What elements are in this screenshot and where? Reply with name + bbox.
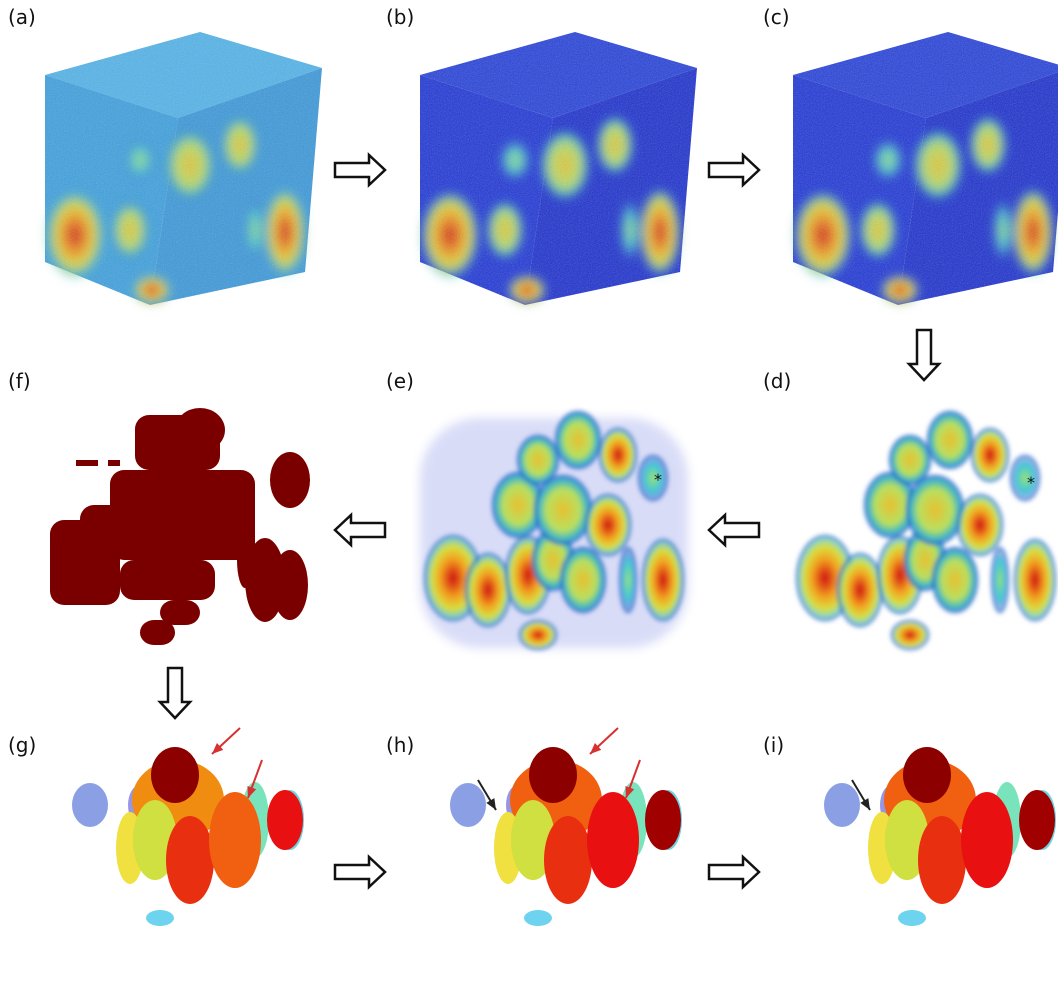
flow-arrow xyxy=(709,515,759,545)
cell xyxy=(561,548,605,612)
flow-arrow xyxy=(335,857,385,887)
segment xyxy=(898,910,926,926)
mask-region xyxy=(140,620,175,645)
mask-region xyxy=(237,532,253,588)
cell xyxy=(620,548,636,612)
cell xyxy=(556,412,600,468)
segment xyxy=(524,910,552,926)
mask-region xyxy=(272,550,308,620)
mask-region xyxy=(80,505,140,540)
flow-arrow xyxy=(335,515,385,545)
segment xyxy=(645,790,681,850)
pointer-head xyxy=(860,798,870,810)
segment xyxy=(72,783,108,827)
panels: (a) (b) (c) (d) (e) (f) (g) (h) (i) * * xyxy=(8,5,1058,926)
segment xyxy=(146,910,174,926)
texture xyxy=(793,32,1058,305)
cell xyxy=(586,495,630,555)
cell xyxy=(520,621,556,649)
segment xyxy=(903,747,951,803)
segment xyxy=(918,816,966,904)
cell xyxy=(958,495,1002,555)
panel-label: (b) xyxy=(386,5,414,29)
segment xyxy=(824,783,860,827)
volume-cube xyxy=(793,32,1058,305)
cell-cluster xyxy=(797,412,1055,649)
segment xyxy=(209,792,261,888)
cell xyxy=(992,548,1008,612)
segmentation xyxy=(72,728,304,926)
texture xyxy=(420,32,697,305)
cell xyxy=(890,436,930,484)
panel-label: (i) xyxy=(763,733,784,757)
flow-arrow xyxy=(709,155,759,185)
flow-arrow xyxy=(160,668,190,718)
cell xyxy=(600,429,636,481)
flow-arrow xyxy=(335,155,385,185)
mask-region xyxy=(175,408,225,452)
cell xyxy=(639,456,667,500)
cell xyxy=(907,476,963,544)
annotation: * xyxy=(1027,473,1035,492)
figure: (a) (b) (c) (d) (e) (f) (g) (h) (i) * * xyxy=(0,0,1058,994)
panel-label: (g) xyxy=(8,733,36,757)
segment xyxy=(166,816,214,904)
binary-mask xyxy=(50,408,310,645)
segment xyxy=(529,747,577,803)
segment xyxy=(961,792,1013,888)
segmentation xyxy=(824,747,1056,926)
cell-cluster xyxy=(420,412,688,649)
panel-label: (c) xyxy=(763,5,790,29)
mask-speck xyxy=(76,460,98,466)
texture xyxy=(45,32,322,305)
segment xyxy=(587,792,639,888)
volume-cube xyxy=(420,32,697,305)
flow-arrow xyxy=(709,857,759,887)
panel-label: (d) xyxy=(763,369,791,393)
blobs xyxy=(797,412,1055,649)
cell xyxy=(933,548,977,612)
segmentation xyxy=(450,728,682,926)
segment xyxy=(1019,790,1055,850)
pointer-head xyxy=(486,798,496,810)
segment xyxy=(267,790,303,850)
cell xyxy=(1015,540,1055,620)
mask-region xyxy=(120,560,215,600)
mask-region xyxy=(270,452,310,508)
flow-arrow xyxy=(909,330,939,380)
panel-label: (a) xyxy=(8,5,36,29)
mask-speck xyxy=(108,460,120,466)
segment xyxy=(450,783,486,827)
cell xyxy=(466,554,510,626)
cell xyxy=(838,554,882,626)
volume-cube xyxy=(45,32,322,305)
segment xyxy=(151,747,199,803)
cell xyxy=(972,429,1008,481)
segment xyxy=(544,816,592,904)
panel-label: (h) xyxy=(386,733,414,757)
panel-label: (e) xyxy=(386,369,414,393)
annotation: * xyxy=(654,470,662,489)
cell xyxy=(518,436,558,484)
panel-label: (f) xyxy=(8,369,31,393)
cell xyxy=(535,476,591,544)
cell xyxy=(928,412,972,468)
cell xyxy=(643,540,683,620)
cell xyxy=(892,621,928,649)
